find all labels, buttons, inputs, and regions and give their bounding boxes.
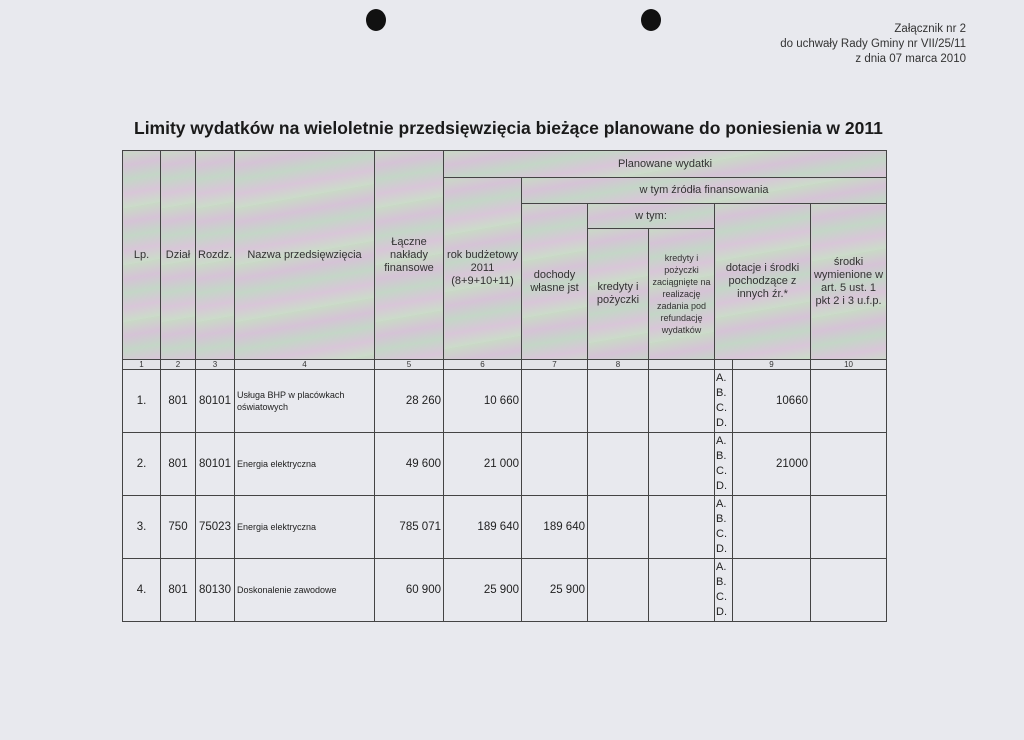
table-row: 2. 801 80101 Energia elektryczna 49 600 21 00… <box>122 432 888 496</box>
cell-dochody: 189 640 <box>521 495 588 559</box>
expenditure-table: Lp. Dział Rozdz. Nazwa przedsięwzięcia Ł… <box>122 150 888 622</box>
cell-kredyty-ref <box>648 495 715 559</box>
column-number: 8 <box>587 359 649 370</box>
header-dochody: dochody własne jst <box>521 203 588 360</box>
annex-line: do uchwały Rady Gminy nr VII/25/11 <box>780 38 966 50</box>
header-planowane: Planowane wydatki <box>442 150 888 178</box>
cell-kredyty-ref <box>648 558 715 622</box>
column-number: 5 <box>374 359 444 370</box>
annex-line: z dnia 07 marca 2010 <box>855 53 966 65</box>
cell-laczne: 60 900 <box>374 558 444 622</box>
cell-nazwa: Doskonalenie zawodowe <box>234 558 375 622</box>
cell-dotacje <box>732 495 811 559</box>
cell-rok: 10 660 <box>443 369 522 433</box>
cell-lp: 3. <box>122 495 161 559</box>
column-number: 3 <box>195 359 235 370</box>
column-number <box>648 359 715 370</box>
annex-note: Załącznik nr 2 do uchwały Rady Gminy nr … <box>780 22 966 67</box>
table-row: 4. 801 80130 Doskonalenie zawodowe 60 900 25 … <box>122 558 888 622</box>
column-number: 7 <box>521 359 588 370</box>
cell-laczne: 785 071 <box>374 495 444 559</box>
cell-rozdz: 80130 <box>195 558 235 622</box>
cell-dochody <box>521 369 588 433</box>
cell-srodki <box>809 558 888 622</box>
cell-dochody: 25 900 <box>521 558 588 622</box>
column-number: 2 <box>160 359 196 370</box>
header-dotacje: dotacje i środki pochodzące z innych źr.… <box>714 203 811 360</box>
cell-kredyty <box>587 558 649 622</box>
cell-rok: 21 000 <box>443 432 522 496</box>
cell-nazwa: Energia elektryczna <box>234 432 375 496</box>
table-row: 1. 801 80101 Usługa BHP w placówkach oświat… <box>122 369 888 433</box>
cell-dzial: 750 <box>160 495 196 559</box>
cell-dotacje: 10660 <box>732 369 811 433</box>
binder-hole <box>641 9 661 31</box>
cell-rozdz: 80101 <box>195 432 235 496</box>
header-w-tym: w tym: <box>587 203 715 229</box>
cell-dochody <box>521 432 588 496</box>
column-number <box>714 359 733 370</box>
annex-line: Załącznik nr 2 <box>894 23 966 35</box>
cell-laczne: 49 600 <box>374 432 444 496</box>
cell-abcd: A. B. C. D. <box>714 369 733 433</box>
header-kredyty: kredyty i pożyczki <box>587 228 649 360</box>
column-number: 9 <box>732 359 811 370</box>
cell-srodki <box>809 369 888 433</box>
column-number-row: 1 2 3 4 5 6 7 8 9 10 <box>122 359 888 370</box>
header-rozdz: Rozdz. <box>195 150 235 360</box>
cell-srodki <box>809 432 888 496</box>
header-laczne: Łączne nakłady finansowe <box>374 150 444 360</box>
cell-lp: 4. <box>122 558 161 622</box>
header-rok: rok budżetowy 2011 (8+9+10+11) <box>443 177 522 360</box>
header-kredyty-refundacja: kredyty i pożyczki zaciągnięte na realiz… <box>648 228 715 360</box>
cell-dotacje: 21000 <box>732 432 811 496</box>
cell-nazwa: Usługa BHP w placówkach oświatowych <box>234 369 375 433</box>
column-number: 1 <box>122 359 161 370</box>
cell-kredyty <box>587 369 649 433</box>
cell-rozdz: 80101 <box>195 369 235 433</box>
cell-rozdz: 75023 <box>195 495 235 559</box>
column-number: 4 <box>234 359 375 370</box>
cell-abcd: A. B. C. D. <box>714 558 733 622</box>
cell-dzial: 801 <box>160 558 196 622</box>
cell-dzial: 801 <box>160 369 196 433</box>
cell-lp: 1. <box>122 369 161 433</box>
cell-kredyty <box>587 432 649 496</box>
cell-abcd: A. B. C. D. <box>714 495 733 559</box>
header-srodki: środki wymienione w art. 5 ust. 1 pkt 2 … <box>809 203 888 360</box>
header-zrodla: w tym źródła finansowania <box>520 177 888 204</box>
header-nazwa: Nazwa przedsięwzięcia <box>234 150 375 360</box>
binder-hole <box>366 9 386 31</box>
cell-kredyty-ref <box>648 432 715 496</box>
cell-rok: 189 640 <box>443 495 522 559</box>
header-lp: Lp. <box>122 150 161 360</box>
cell-lp: 2. <box>122 432 161 496</box>
header-dzial: Dział <box>160 150 196 360</box>
cell-laczne: 28 260 <box>374 369 444 433</box>
cell-srodki <box>809 495 888 559</box>
cell-nazwa: Energia elektryczna <box>234 495 375 559</box>
cell-abcd: A. B. C. D. <box>714 432 733 496</box>
cell-kredyty <box>587 495 649 559</box>
cell-dzial: 801 <box>160 432 196 496</box>
column-number: 6 <box>443 359 522 370</box>
cell-rok: 25 900 <box>443 558 522 622</box>
cell-dotacje <box>732 558 811 622</box>
cell-kredyty-ref <box>648 369 715 433</box>
document-title: Limity wydatków na wieloletnie przedsięw… <box>134 118 883 138</box>
column-number: 10 <box>809 359 888 370</box>
table-row: 3. 750 75023 Energia elektryczna 785 071 189 … <box>122 495 888 559</box>
